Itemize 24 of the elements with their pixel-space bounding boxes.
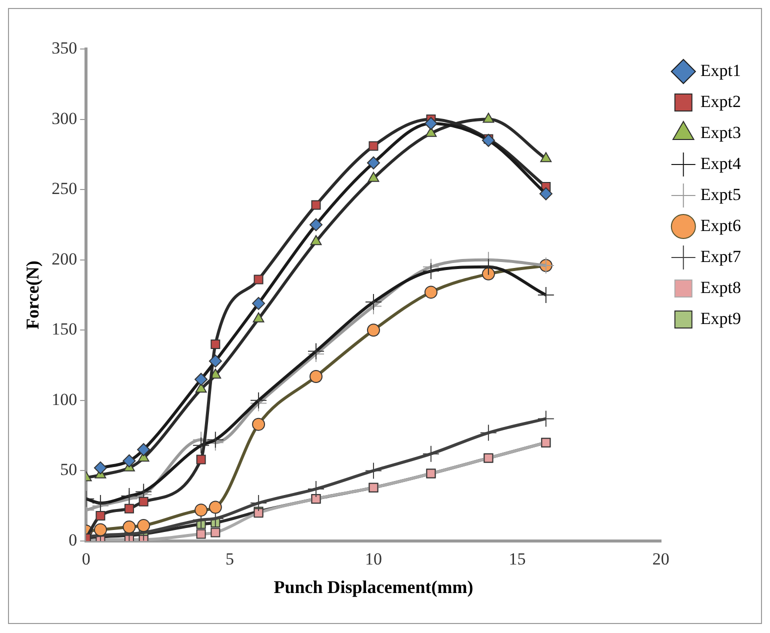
legend-label: Expt2 (700, 92, 741, 111)
y-axis-title: Force(N) (22, 260, 42, 330)
x-tick-label: 15 (508, 550, 526, 569)
x-tick-label: 20 (652, 550, 670, 569)
legend-label: Expt6 (700, 216, 741, 235)
legend-label: Expt8 (700, 278, 741, 297)
y-tick-label: 0 (68, 530, 78, 550)
x-tick-label: 5 (226, 550, 234, 569)
y-tick-label: 350 (52, 38, 78, 58)
legend-label: Expt9 (700, 308, 741, 328)
legend-label: Expt4 (700, 154, 742, 173)
y-tick-label: 100 (52, 390, 78, 409)
x-tick-label: 0 (82, 550, 90, 569)
legend-label: Expt7 (700, 246, 742, 266)
legend-label: Expt3 (700, 122, 741, 142)
y-tick-label: 300 (52, 108, 78, 128)
x-tick-label: 10 (364, 550, 382, 569)
y-tick-label: 50 (60, 460, 78, 480)
y-tick-label: 200 (52, 249, 78, 268)
y-tick-label: 150 (52, 320, 78, 339)
legend-label: Expt1 (700, 60, 741, 80)
legend-label: Expt5 (700, 184, 741, 204)
y-tick-label: 250 (52, 179, 78, 198)
x-axis-title: Punch Displacement(mm) (274, 576, 474, 597)
